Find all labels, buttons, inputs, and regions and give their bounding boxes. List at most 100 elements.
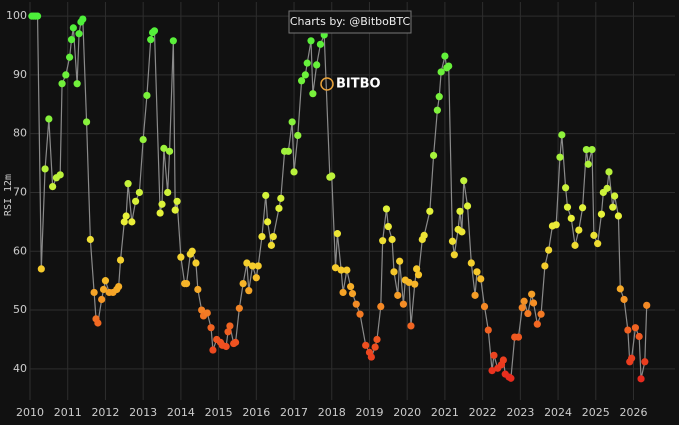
y-tick-label: 40 [13, 362, 27, 375]
point [426, 207, 434, 215]
point [264, 218, 272, 226]
point [313, 61, 321, 69]
point [460, 177, 468, 185]
point [169, 37, 177, 45]
point [567, 214, 575, 222]
point [450, 251, 458, 259]
x-tick-label: 2025 [582, 406, 610, 419]
point [605, 168, 613, 176]
point [362, 341, 370, 349]
point [132, 197, 140, 205]
point [160, 144, 168, 152]
point [411, 280, 419, 288]
point [445, 62, 453, 70]
x-tick-label: 2019 [355, 406, 383, 419]
point [62, 71, 70, 79]
point [343, 266, 351, 274]
point [269, 232, 277, 241]
point [584, 160, 592, 168]
point [309, 90, 317, 98]
point [396, 257, 404, 265]
point [82, 118, 91, 126]
point [239, 279, 247, 288]
point [316, 40, 325, 48]
point [620, 295, 628, 304]
point [603, 184, 611, 192]
point [164, 188, 172, 197]
point [194, 285, 202, 294]
point [73, 80, 81, 88]
point [628, 354, 636, 362]
point [101, 277, 110, 285]
point [124, 180, 132, 188]
point [45, 115, 53, 123]
point [198, 306, 206, 314]
point [429, 151, 438, 160]
x-tick-label: 2022 [469, 406, 497, 419]
y-tick-label: 90 [13, 68, 27, 81]
point [437, 68, 445, 76]
point [207, 324, 215, 332]
point [507, 374, 515, 382]
x-tick-label: 2018 [318, 406, 346, 419]
point [171, 206, 179, 214]
point [99, 285, 108, 294]
y-tick-label: 80 [13, 127, 27, 140]
point [307, 37, 315, 45]
point [390, 268, 398, 276]
annotation-box [288, 10, 412, 34]
point [337, 266, 345, 274]
x-tick-label: 2014 [167, 406, 195, 419]
y-tick-label: 60 [13, 244, 27, 257]
point [471, 291, 479, 299]
point [86, 235, 94, 244]
point [352, 300, 360, 308]
x-tick-label: 2016 [242, 406, 270, 419]
x-tick-label: 2011 [54, 406, 82, 419]
point [262, 191, 270, 200]
point [75, 30, 83, 38]
point [594, 240, 602, 248]
point [41, 165, 49, 173]
point [614, 212, 623, 220]
point [624, 326, 632, 334]
y-axis-label: RSI 12m [3, 174, 14, 216]
point [545, 246, 553, 254]
point [477, 275, 485, 283]
point [69, 24, 77, 32]
point [339, 288, 347, 297]
point [524, 309, 532, 318]
y-tick-label: 70 [13, 185, 27, 198]
point [379, 237, 387, 245]
y-tick-label: 100 [6, 9, 27, 22]
point [115, 282, 123, 291]
point [56, 171, 64, 179]
point [394, 291, 402, 299]
point [248, 262, 257, 270]
point [120, 218, 128, 226]
point [224, 328, 232, 336]
point [399, 300, 408, 308]
point [33, 12, 42, 20]
x-tick-label: 2010 [16, 406, 44, 419]
x-tick-label: 2012 [91, 406, 119, 419]
x-tick-label: 2023 [506, 406, 534, 419]
point [571, 241, 579, 249]
point [578, 204, 587, 212]
point [147, 36, 155, 44]
point [611, 192, 619, 200]
point [139, 135, 147, 144]
point [235, 304, 243, 312]
point [79, 15, 87, 23]
x-tick-label: 2017 [280, 406, 308, 419]
point [518, 304, 526, 312]
point [49, 182, 57, 191]
point [384, 222, 392, 231]
point [556, 153, 564, 161]
watermark: BITBO [320, 77, 381, 92]
point [165, 147, 174, 155]
point [252, 274, 260, 282]
point [209, 346, 217, 354]
point [597, 210, 606, 218]
